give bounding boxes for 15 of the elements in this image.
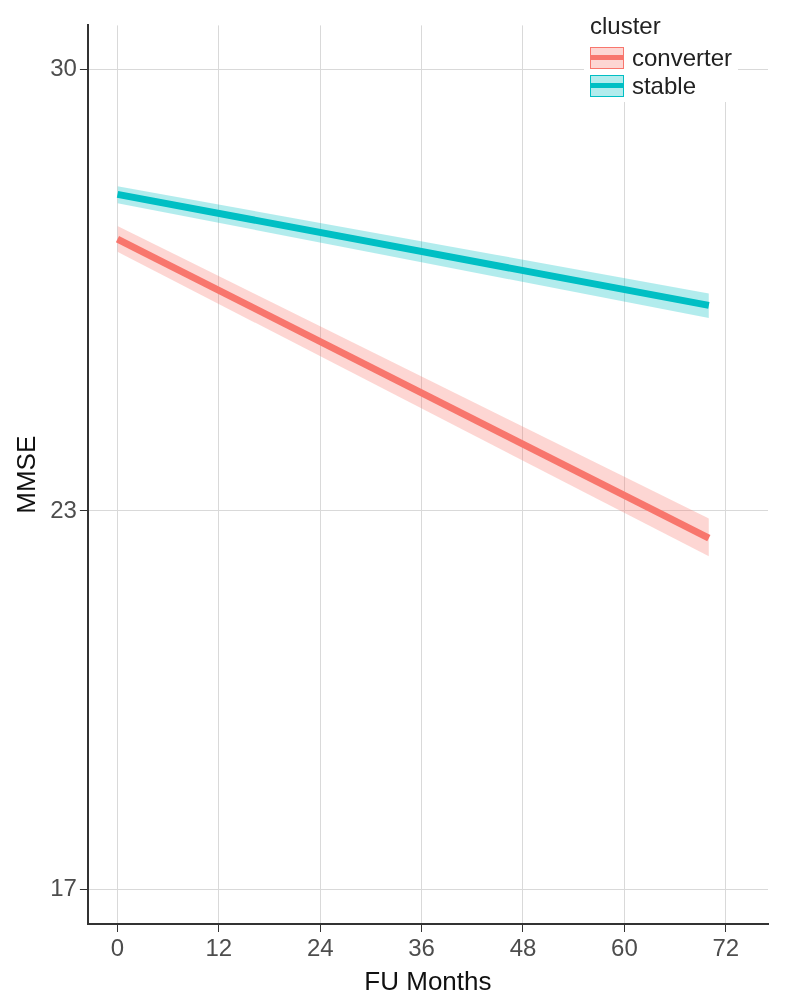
- legend-title: cluster: [589, 12, 662, 40]
- x-tick-label: 72: [712, 934, 740, 962]
- x-tick-label: 60: [611, 934, 638, 962]
- legend-label: stable: [631, 72, 696, 100]
- y-axis-title: MMSE: [10, 435, 41, 514]
- x-tick-label: 36: [408, 934, 435, 962]
- x-tick-label: 12: [205, 934, 233, 962]
- y-tick-label: 23: [50, 495, 77, 523]
- x-tick-label: 48: [509, 934, 537, 962]
- x-tick-label: 0: [110, 934, 125, 962]
- x-tick-label: 24: [306, 934, 334, 962]
- x-axis-title: FU Months: [364, 965, 492, 996]
- y-tick-label: 17: [50, 873, 77, 901]
- y-tick-label: 30: [50, 54, 77, 82]
- legend-label: converter: [631, 44, 732, 72]
